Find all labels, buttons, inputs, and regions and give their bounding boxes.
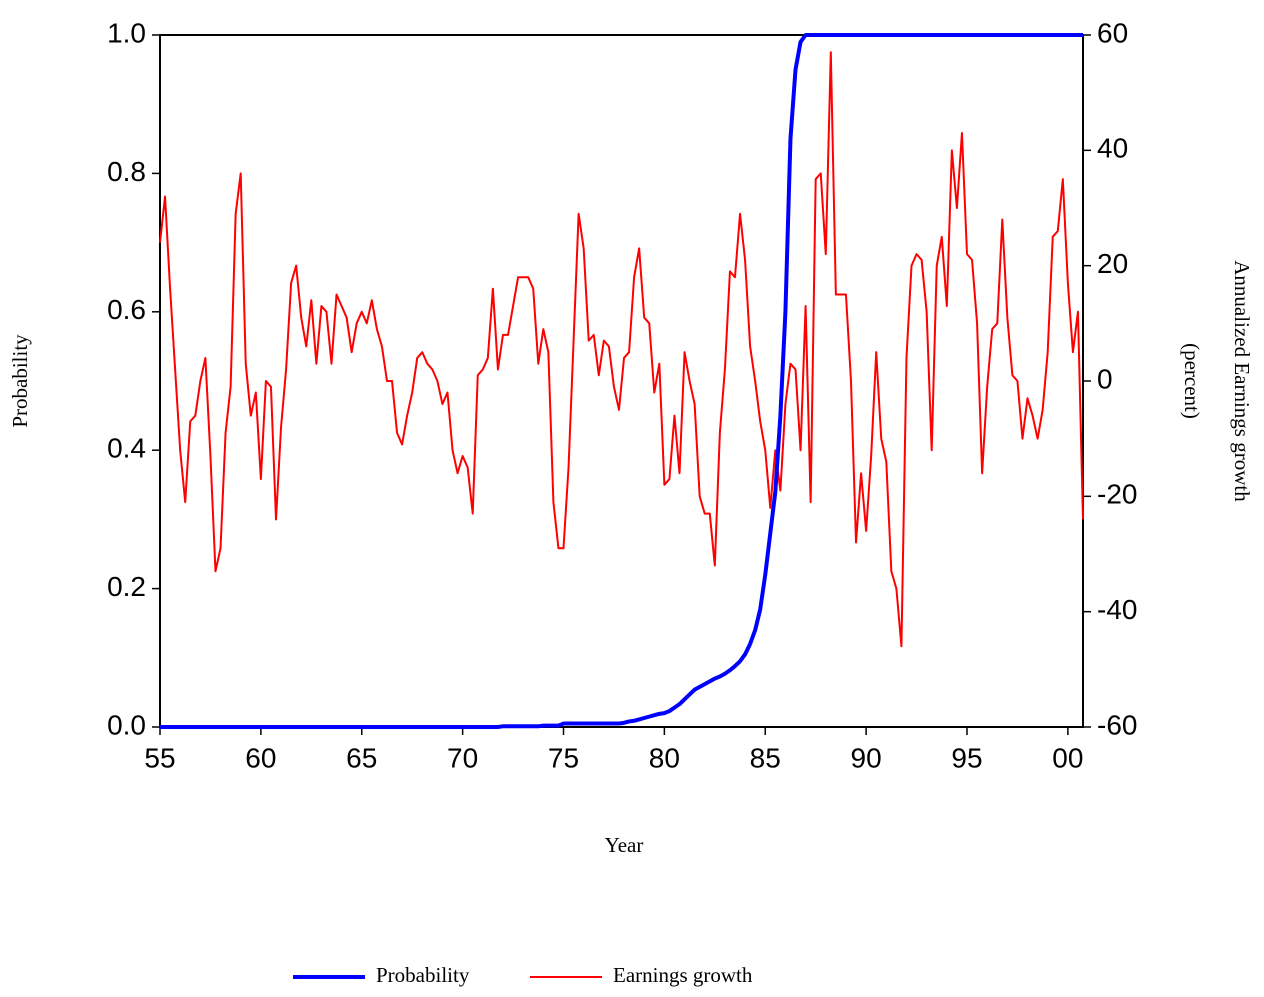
y-tick-label: 0.2 [107, 571, 146, 602]
x-tick-label: 75 [548, 742, 579, 773]
x-axis-title: Year [605, 833, 644, 857]
y-tick-label: 0.4 [107, 433, 146, 464]
series-line [160, 33, 1083, 729]
y-tick-label: 0.8 [107, 156, 146, 187]
y2-tick-label: 0 [1097, 363, 1113, 394]
y2-tick-label: 20 [1097, 248, 1128, 279]
x-tick-label: 80 [649, 742, 680, 773]
y2-tick-label: -60 [1097, 709, 1137, 740]
legend-label: Earnings growth [613, 963, 753, 987]
x-tick-label: 65 [346, 742, 377, 773]
y2-tick-label: 40 [1097, 133, 1128, 164]
x-tick-label: 85 [750, 742, 781, 773]
y2-tick-label: -40 [1097, 594, 1137, 625]
series-line [159, 51, 1084, 648]
x-tick-label: 00 [1052, 742, 1083, 773]
y-tick-label: 0.0 [107, 709, 146, 740]
y2-tick-label: 60 [1097, 17, 1128, 48]
y-tick-label: 1.0 [107, 17, 146, 48]
y-tick-label: 0.6 [107, 294, 146, 325]
x-tick-label: 95 [951, 742, 982, 773]
x-tick-label: 90 [851, 742, 882, 773]
x-tick-label: 55 [144, 742, 175, 773]
y2-axis-title: (percent) [1180, 343, 1204, 419]
y2-axis-title: Annualized Earnings growth [1230, 260, 1254, 502]
y-axis-title: Probability [8, 334, 32, 428]
legend-label: Probability [376, 963, 470, 987]
x-tick-label: 70 [447, 742, 478, 773]
x-tick-label: 60 [245, 742, 276, 773]
y2-tick-label: -20 [1097, 479, 1137, 510]
